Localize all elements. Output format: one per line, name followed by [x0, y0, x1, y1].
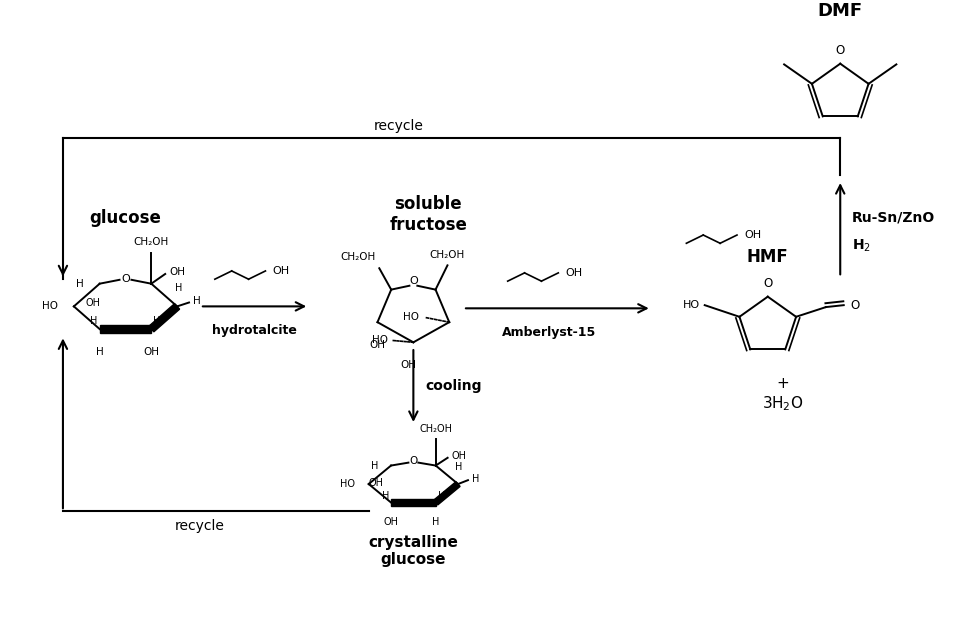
Text: H: H	[76, 279, 83, 289]
Text: glucose: glucose	[89, 209, 161, 227]
Text: Amberlyst-15: Amberlyst-15	[503, 326, 596, 339]
Text: OH: OH	[744, 230, 761, 240]
Text: HO: HO	[404, 312, 419, 322]
Text: H: H	[175, 283, 183, 293]
Text: CH₂OH: CH₂OH	[133, 237, 169, 247]
Text: Ru-Sn/ZnO: Ru-Sn/ZnO	[853, 210, 935, 224]
Text: OH: OH	[565, 268, 582, 278]
Text: H: H	[456, 462, 463, 472]
Text: OH: OH	[384, 517, 399, 527]
Text: cooling: cooling	[425, 379, 481, 393]
Text: recycle: recycle	[175, 519, 224, 533]
Text: O: O	[409, 276, 418, 286]
Text: H$_2$: H$_2$	[853, 238, 871, 254]
Text: H: H	[153, 316, 161, 327]
Text: OH: OH	[85, 298, 101, 308]
Text: O: O	[121, 274, 129, 284]
Text: HO: HO	[339, 479, 355, 489]
Text: H: H	[96, 346, 104, 356]
Text: hydrotalcite: hydrotalcite	[212, 324, 297, 337]
Text: OH: OH	[143, 346, 159, 356]
Text: OH: OH	[169, 267, 185, 277]
Text: HO: HO	[42, 301, 58, 311]
Text: OH: OH	[272, 266, 290, 276]
Text: H: H	[382, 491, 389, 501]
Text: CH₂OH: CH₂OH	[340, 253, 375, 263]
Text: +
3H$_2$O: + 3H$_2$O	[762, 376, 804, 413]
Text: soluble
fructose: soluble fructose	[389, 195, 467, 234]
Text: recycle: recycle	[374, 118, 424, 132]
Text: H: H	[432, 517, 439, 527]
Text: CH₂OH: CH₂OH	[419, 423, 453, 434]
Text: H: H	[437, 491, 445, 501]
Text: O: O	[409, 456, 417, 466]
Text: DMF: DMF	[818, 2, 863, 20]
Text: H: H	[371, 461, 378, 470]
Text: OH: OH	[369, 340, 386, 349]
Text: HO: HO	[683, 300, 700, 310]
Text: HMF: HMF	[747, 248, 788, 266]
Text: OH: OH	[368, 478, 383, 488]
Text: HO: HO	[371, 335, 387, 346]
Text: CH₂OH: CH₂OH	[430, 249, 465, 260]
Text: H: H	[193, 296, 200, 306]
Polygon shape	[100, 325, 152, 333]
Polygon shape	[433, 482, 460, 505]
Text: crystalline
glucose: crystalline glucose	[368, 534, 458, 567]
Text: H: H	[90, 316, 98, 327]
Polygon shape	[391, 499, 435, 506]
Text: H: H	[472, 474, 480, 484]
Text: O: O	[851, 299, 860, 311]
Text: OH: OH	[401, 360, 416, 370]
Text: OH: OH	[452, 451, 467, 461]
Polygon shape	[149, 304, 179, 332]
Text: O: O	[763, 277, 772, 290]
Text: O: O	[835, 44, 845, 57]
